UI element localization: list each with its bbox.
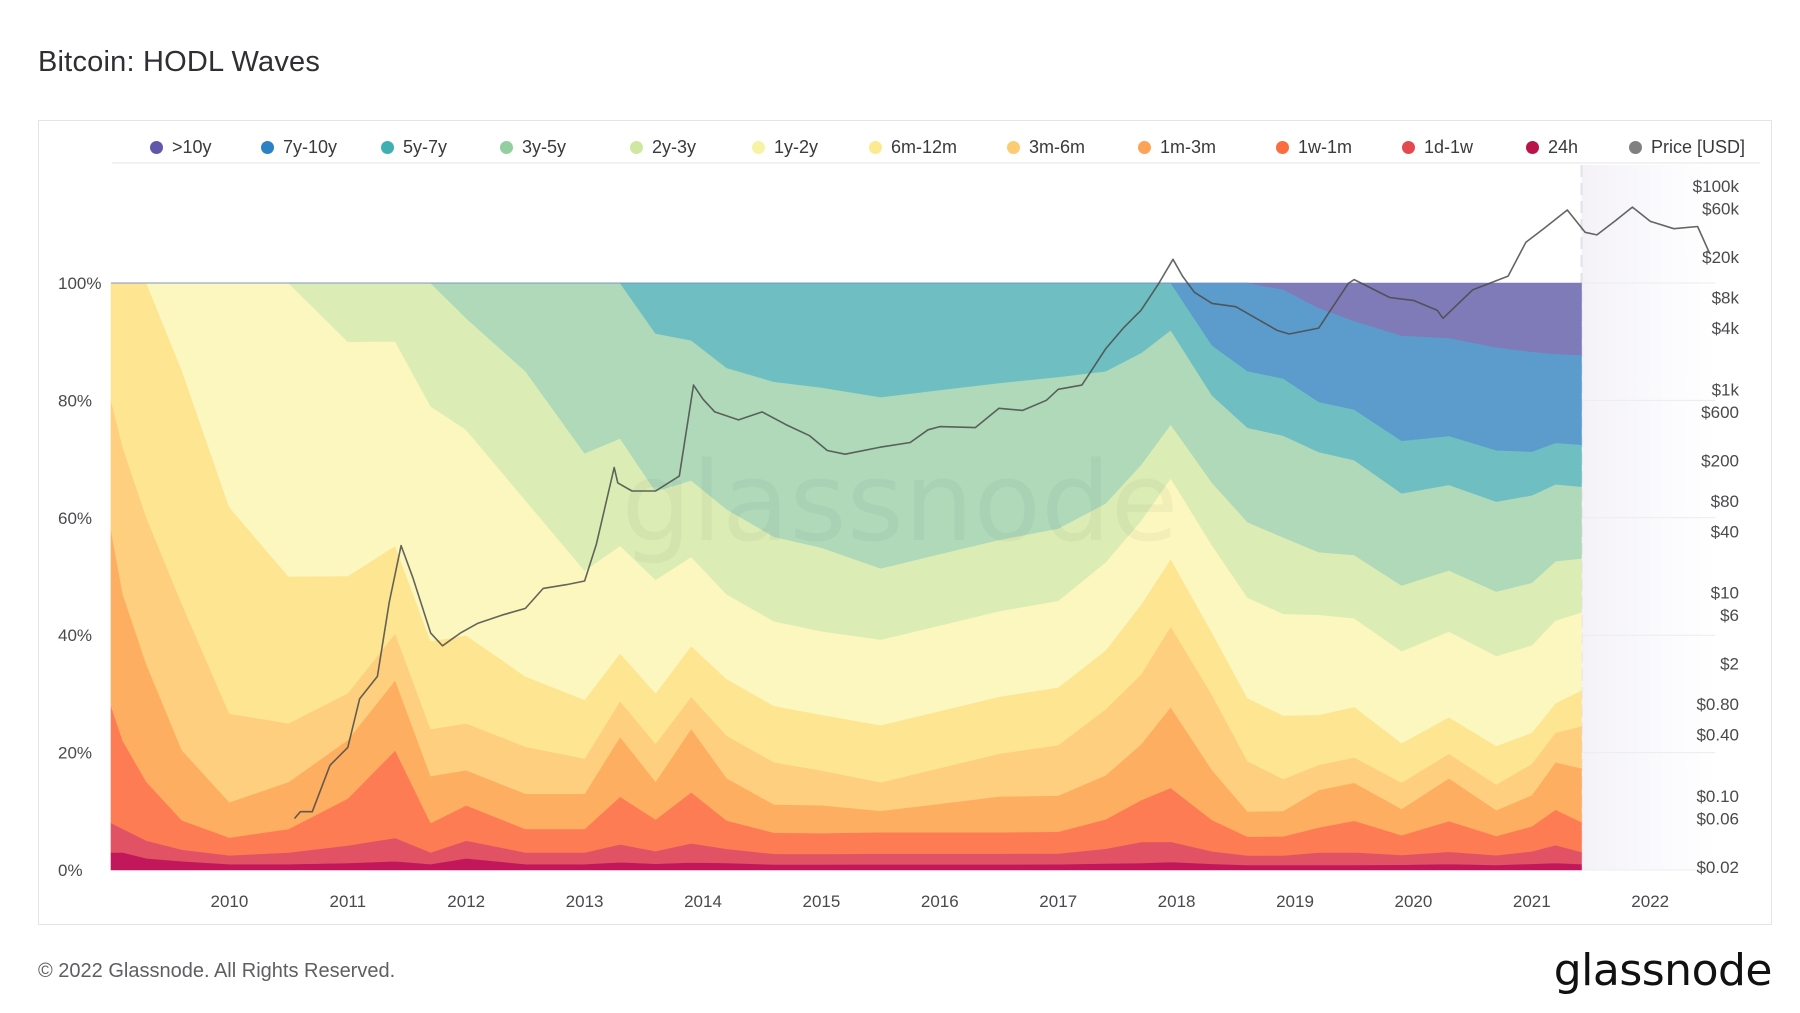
legend-color-dot-icon bbox=[630, 141, 643, 154]
legend-color-dot-icon bbox=[1629, 141, 1642, 154]
x-tick-label: 2016 bbox=[921, 892, 959, 911]
legend-label: 24h bbox=[1548, 137, 1579, 157]
y2-tick-label: $60k bbox=[1702, 200, 1739, 219]
y2-tick-label: $4k bbox=[1712, 319, 1740, 338]
legend-color-dot-icon bbox=[261, 141, 274, 154]
legend-color-dot-icon bbox=[381, 141, 394, 154]
x-tick-label: 2014 bbox=[684, 892, 722, 911]
legend-item-3y-5y[interactable]: 3y-5y bbox=[500, 137, 566, 158]
legend-label: 1y-2y bbox=[774, 137, 819, 157]
legend-item-price-usd[interactable]: Price [USD] bbox=[1629, 137, 1745, 158]
area-band-10y bbox=[111, 282, 1582, 356]
y2-tick-label: $1k bbox=[1712, 380, 1740, 399]
x-tick-label: 2019 bbox=[1276, 892, 1314, 911]
x-tick-label: 2013 bbox=[566, 892, 604, 911]
legend-color-dot-icon bbox=[500, 141, 513, 154]
y2-tick-label: $0.80 bbox=[1696, 695, 1739, 714]
y2-tick-label: $6 bbox=[1720, 606, 1739, 625]
legend-item-1d-1w[interactable]: 1d-1w bbox=[1402, 137, 1473, 158]
x-tick-label: 2018 bbox=[1158, 892, 1196, 911]
legend-label: 3y-5y bbox=[522, 137, 567, 157]
x-tick-label: 2020 bbox=[1394, 892, 1432, 911]
y2-tick-label: $20k bbox=[1702, 248, 1739, 267]
y-tick-label: 0% bbox=[58, 861, 83, 880]
y-tick-label: 40% bbox=[58, 626, 92, 645]
y2-tick-label: $200 bbox=[1701, 451, 1739, 470]
y-tick-label: 80% bbox=[58, 391, 92, 410]
x-tick-label: 2010 bbox=[210, 892, 248, 911]
legend-label: 5y-7y bbox=[403, 137, 448, 157]
legend-color-dot-icon bbox=[1526, 141, 1539, 154]
legend-label: 7y-10y bbox=[283, 137, 338, 157]
y2-tick-label: $0.06 bbox=[1696, 809, 1739, 828]
x-tick-label: 2017 bbox=[1039, 892, 1077, 911]
legend-color-dot-icon bbox=[1276, 141, 1289, 154]
legend-color-dot-icon bbox=[1402, 141, 1415, 154]
legend-color-dot-icon bbox=[1138, 141, 1151, 154]
copyright-text: © 2022 Glassnode. All Rights Reserved. bbox=[38, 960, 396, 982]
legend-color-dot-icon bbox=[1007, 141, 1020, 154]
y2-tick-label: $600 bbox=[1701, 403, 1739, 422]
legend-color-dot-icon bbox=[869, 141, 882, 154]
legend-item-6m-12m[interactable]: 6m-12m bbox=[869, 137, 957, 158]
y2-tick-label: $80 bbox=[1711, 492, 1739, 511]
page-title: Bitcoin: HODL Waves bbox=[38, 46, 321, 78]
legend-label: 1d-1w bbox=[1424, 137, 1474, 157]
watermark-text: glassnode bbox=[622, 438, 1179, 566]
legend-item-2y-3y[interactable]: 2y-3y bbox=[630, 137, 696, 158]
y-tick-label: 100% bbox=[58, 274, 101, 293]
legend-label: Price [USD] bbox=[1651, 137, 1746, 157]
x-tick-label: 2011 bbox=[330, 892, 367, 911]
y-tick-label: 20% bbox=[58, 744, 92, 763]
y2-tick-label: $0.02 bbox=[1696, 858, 1739, 877]
legend-item-10y[interactable]: >10y bbox=[150, 137, 212, 158]
x-tick-label: 2015 bbox=[802, 892, 840, 911]
legend-label: 3m-6m bbox=[1029, 137, 1086, 157]
legend-item-3m-6m[interactable]: 3m-6m bbox=[1007, 137, 1085, 158]
y2-tick-label: $0.40 bbox=[1696, 726, 1739, 745]
legend-item-24h[interactable]: 24h bbox=[1526, 137, 1578, 158]
y-tick-label: 60% bbox=[58, 509, 92, 528]
y2-tick-label: $2 bbox=[1720, 655, 1739, 674]
x-tick-label: 2022 bbox=[1631, 892, 1669, 911]
x-tick-label: 2021 bbox=[1513, 892, 1551, 911]
legend-item-7y-10y[interactable]: 7y-10y bbox=[261, 137, 337, 158]
legend-item-1m-3m[interactable]: 1m-3m bbox=[1138, 137, 1216, 158]
legend-label: >10y bbox=[172, 137, 212, 157]
legend-label: 6m-12m bbox=[891, 137, 958, 157]
price-line bbox=[293, 206, 1711, 820]
legend-label: 1w-1m bbox=[1298, 137, 1353, 157]
x-tick-label: 2012 bbox=[447, 892, 485, 911]
y2-tick-label: $0.10 bbox=[1696, 787, 1739, 806]
y2-tick-label: $40 bbox=[1711, 522, 1739, 541]
legend-item-5y-7y[interactable]: 5y-7y bbox=[381, 137, 447, 158]
y2-tick-label: $100k bbox=[1693, 177, 1740, 196]
legend-item-1y-2y[interactable]: 1y-2y bbox=[752, 137, 818, 158]
legend-item-1w-1m[interactable]: 1w-1m bbox=[1276, 137, 1352, 158]
legend-label: 2y-3y bbox=[652, 137, 697, 157]
chart-legend: >10y 7y-10y 5y-7y 3y-5y 2y-3y 1y-2y 6m-12m 3m-6… bbox=[0, 0, 1800, 157]
legend-label: 1m-3m bbox=[1160, 137, 1217, 157]
legend-color-dot-icon bbox=[752, 141, 765, 154]
y2-tick-label: $10 bbox=[1711, 584, 1739, 603]
y2-tick-label: $8k bbox=[1712, 289, 1740, 308]
legend-color-dot-icon bbox=[150, 141, 163, 154]
glassnode-logo[interactable]: glassnode bbox=[1553, 945, 1773, 996]
